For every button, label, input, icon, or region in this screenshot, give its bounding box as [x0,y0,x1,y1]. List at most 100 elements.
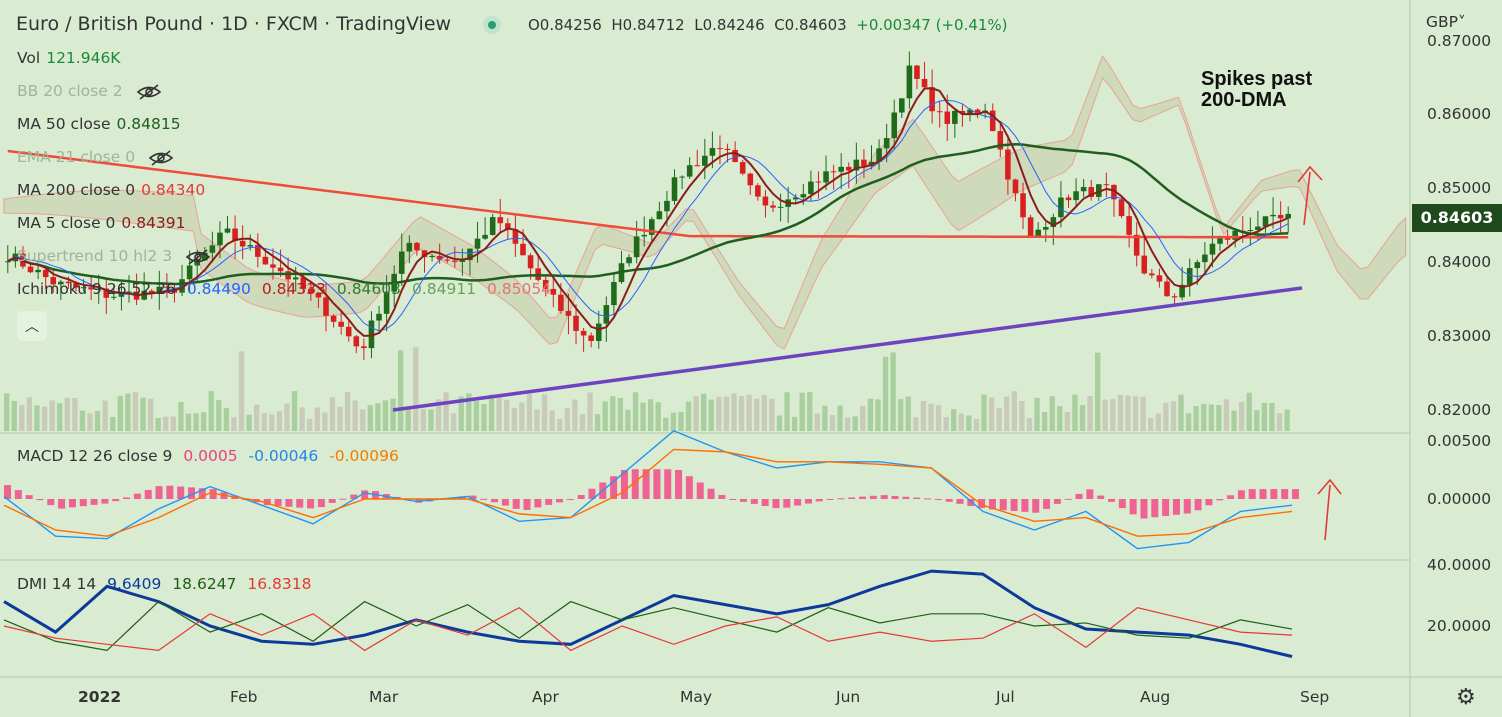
candle-body[interactable] [1050,217,1057,228]
candle-body[interactable] [353,336,360,347]
candle-body[interactable] [444,259,451,261]
candle-body[interactable] [156,286,163,294]
candle-body[interactable] [1149,273,1155,276]
candle-body[interactable] [702,155,708,166]
candle-body[interactable] [914,65,920,79]
candle-body[interactable] [1073,191,1079,201]
legend-ema21[interactable]: EMA 21 close 0 [17,148,174,167]
candle-body[interactable] [1285,213,1291,219]
candle-body[interactable] [1156,275,1163,282]
collapse-legend-button[interactable]: ︿ [17,311,47,341]
candle-body[interactable] [194,260,200,266]
candle-body[interactable] [520,243,526,256]
candle-body[interactable] [800,194,807,198]
candle-body[interactable] [1065,197,1072,201]
candle-body[interactable] [1262,216,1269,227]
candle-body[interactable] [459,260,466,262]
candle-body[interactable] [111,296,117,298]
candle-body[interactable] [277,267,284,272]
candle-body[interactable] [27,266,34,273]
candle-body[interactable] [1209,243,1216,255]
candle-body[interactable] [308,288,314,294]
candle-body[interactable] [853,159,860,171]
candle-body[interactable] [944,111,951,124]
candle-body[interactable] [664,200,670,212]
candle-body[interactable] [414,242,420,251]
candle-body[interactable] [565,310,572,316]
candle-body[interactable] [724,148,731,150]
candle-body[interactable] [542,279,549,289]
candle-body[interactable] [762,196,769,206]
candle-body[interactable] [58,281,64,285]
candle-body[interactable] [1080,187,1087,192]
candle-body[interactable] [436,255,443,260]
candle-body[interactable] [989,110,996,132]
candle-body[interactable] [80,287,87,289]
candle-body[interactable] [467,248,473,261]
candle-body[interactable] [906,65,913,99]
candle-body[interactable] [505,223,511,230]
legend-ma200[interactable]: MA 200 close 0 0.84340 [17,181,206,199]
candle-body[interactable] [929,87,935,112]
candle-body[interactable] [808,181,814,195]
candle-body[interactable] [1005,149,1011,180]
candle-body[interactable] [611,282,617,306]
candle-body[interactable] [1186,268,1193,285]
candle-body[interactable] [429,255,435,258]
candle-body[interactable] [217,232,223,246]
candle-body[interactable] [876,148,882,162]
candle-body[interactable] [1217,238,1223,244]
candle-body[interactable] [1224,238,1231,240]
candle-body[interactable] [1096,184,1102,197]
candle-body[interactable] [262,256,269,265]
candle-body[interactable] [656,211,663,220]
candle-body[interactable] [1164,281,1170,297]
candle-body[interactable] [823,171,829,183]
candle-body[interactable] [1111,184,1117,200]
candle-body[interactable] [1027,217,1034,236]
candle-body[interactable] [1103,184,1110,186]
candle-body[interactable] [42,269,49,278]
candle-body[interactable] [838,166,844,172]
candle-body[interactable] [126,291,132,293]
legend-dmi[interactable]: DMI 14 14 9.6409 18.6247 16.8318 [17,575,312,593]
candle-body[interactable] [383,291,390,314]
candle-body[interactable] [686,165,693,177]
candle-body[interactable] [649,219,655,235]
candle-body[interactable] [747,173,754,186]
candle-body[interactable] [997,131,1004,150]
candle-body[interactable] [398,251,405,274]
candle-body[interactable] [482,234,488,239]
candle-body[interactable] [1020,193,1026,218]
candle-body[interactable] [65,281,72,284]
candle-body[interactable] [580,330,587,336]
candle-body[interactable] [209,245,216,253]
candle-body[interactable] [406,242,413,252]
candle-body[interactable] [95,288,102,290]
candle-body[interactable] [899,98,905,113]
candle-body[interactable] [1141,255,1148,274]
candle-body[interactable] [489,217,496,235]
candle-body[interactable] [1171,296,1178,298]
candle-body[interactable] [376,313,382,321]
legend-ma5[interactable]: MA 5 close 0 0.84391 [17,214,186,232]
candle-body[interactable] [830,171,837,173]
legend-ichimoku[interactable]: Ichimoku 9 26 52 26 0.84490 0.84333 0.84… [17,280,552,298]
candle-body[interactable] [179,279,185,293]
candle-body[interactable] [73,283,79,288]
candle-body[interactable] [1277,214,1284,219]
candle-body[interactable] [88,287,94,290]
candle-body[interactable] [603,305,610,324]
candle-body[interactable] [512,229,519,244]
candle-body[interactable] [50,277,57,285]
candle-body[interactable] [694,165,701,167]
candle-body[interactable] [1012,179,1019,194]
candle-body[interactable] [777,206,784,208]
candle-body[interactable] [717,148,723,150]
candle-body[interactable] [626,257,632,264]
candle-body[interactable] [1179,284,1185,298]
candle-body[interactable] [861,159,867,166]
candle-body[interactable] [936,111,943,113]
candle-body[interactable] [361,346,367,349]
candle-body[interactable] [164,286,170,288]
